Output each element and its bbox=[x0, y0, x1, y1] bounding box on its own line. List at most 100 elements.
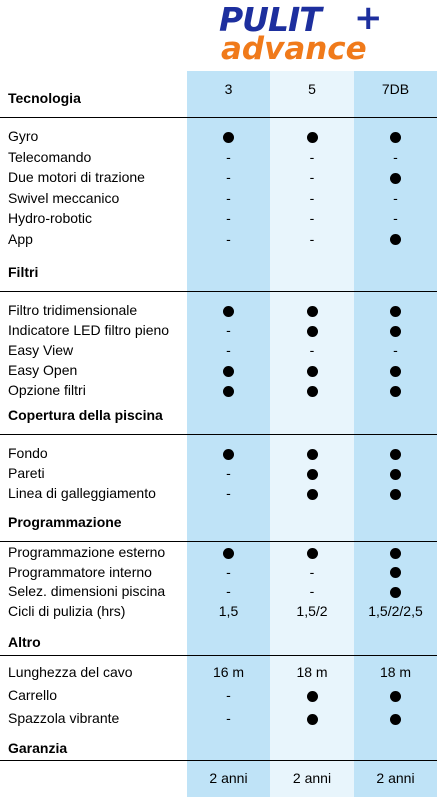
feature-row: Indicatore LED filtro pieno - bbox=[0, 320, 437, 340]
feature-label: Pareti bbox=[8, 465, 45, 481]
model-header-row: 3 5 7DB bbox=[0, 79, 437, 99]
included-dot-icon bbox=[306, 468, 318, 480]
section-header: Altro bbox=[0, 632, 437, 654]
included-dot-icon bbox=[306, 385, 318, 397]
feature-label: Indicatore LED filtro pieno bbox=[8, 322, 170, 338]
included-dot-icon bbox=[306, 131, 318, 143]
feature-value bbox=[270, 360, 354, 380]
feature-label: Selez. dimensioni piscina bbox=[8, 583, 166, 599]
feature-row: Fondo bbox=[0, 443, 437, 463]
feature-row: Selez. dimensioni piscina - - bbox=[0, 581, 437, 601]
included-dot-icon bbox=[390, 234, 401, 246]
included-dot-icon bbox=[223, 448, 234, 460]
feature-value: - bbox=[226, 583, 231, 599]
feature-value bbox=[270, 685, 354, 705]
feature-label: Fondo bbox=[8, 445, 48, 461]
included-dot-icon bbox=[390, 131, 401, 143]
feature-value bbox=[270, 542, 354, 562]
feature-value: - bbox=[226, 169, 231, 185]
feature-value: - bbox=[393, 189, 398, 206]
feature-value: - bbox=[226, 148, 231, 165]
included-dot-icon bbox=[223, 547, 234, 559]
included-dot-icon bbox=[390, 567, 401, 579]
feature-row: 2 anni 2 anni 2 anni bbox=[0, 768, 437, 788]
feature-row: Easy Open bbox=[0, 360, 437, 380]
feature-value: - bbox=[226, 563, 231, 580]
feature-value bbox=[354, 320, 437, 340]
feature-label: Programmazione esterno bbox=[8, 544, 166, 560]
included-dot-icon bbox=[306, 305, 318, 317]
included-dot-icon bbox=[390, 365, 401, 377]
section-title: Programmazione bbox=[8, 514, 122, 530]
included-dot-icon bbox=[390, 305, 401, 317]
feature-value: - bbox=[226, 465, 231, 481]
feature-row: Pareti - bbox=[0, 463, 437, 483]
feature-value bbox=[187, 380, 270, 400]
logo-plus: + bbox=[354, 0, 383, 38]
included-dot-icon bbox=[223, 131, 234, 143]
included-dot-icon bbox=[390, 172, 401, 184]
feature-row: Linea di galleggiamento - bbox=[0, 483, 437, 503]
feature-value: - bbox=[309, 169, 315, 185]
feature-value: - bbox=[226, 485, 231, 501]
model-header: 3 bbox=[224, 81, 233, 97]
feature-value: - bbox=[226, 710, 231, 726]
feature-value: - bbox=[309, 210, 315, 226]
feature-label: Hydro-robotic bbox=[8, 210, 93, 226]
feature-row: Hydro-robotic - - - bbox=[0, 208, 437, 228]
feature-label: Spazzola vibrante bbox=[8, 710, 120, 726]
feature-value: - bbox=[393, 148, 398, 165]
feature-value bbox=[354, 126, 437, 146]
section-header: Programmazione bbox=[0, 512, 437, 534]
section-divider bbox=[0, 117, 437, 118]
feature-value: - bbox=[226, 342, 231, 358]
feature-value: - bbox=[309, 583, 315, 599]
feature-value bbox=[354, 229, 437, 249]
feature-row: Filtro tridimensionale bbox=[0, 300, 437, 320]
pulit-advance-logo: PULIT + advance bbox=[219, 0, 399, 68]
feature-value bbox=[354, 443, 437, 463]
feature-value bbox=[270, 483, 354, 503]
feature-value bbox=[187, 360, 270, 380]
feature-value bbox=[270, 320, 354, 340]
included-dot-icon bbox=[390, 325, 401, 337]
included-dot-icon bbox=[390, 586, 401, 598]
feature-row: Gyro bbox=[0, 126, 437, 146]
included-dot-icon bbox=[223, 385, 234, 397]
feature-value bbox=[354, 562, 437, 582]
included-dot-icon bbox=[390, 488, 401, 500]
feature-label: Swivel meccanico bbox=[8, 189, 120, 206]
feature-value bbox=[354, 300, 437, 320]
included-dot-icon bbox=[390, 690, 401, 702]
feature-value bbox=[354, 542, 437, 562]
feature-row: App - - bbox=[0, 229, 437, 249]
included-dot-icon bbox=[390, 385, 401, 397]
feature-label: Linea di galleggiamento bbox=[8, 485, 156, 501]
section-divider bbox=[0, 655, 437, 656]
feature-value: - bbox=[309, 342, 315, 358]
section-divider bbox=[0, 541, 437, 542]
feature-value bbox=[354, 360, 437, 380]
feature-label: Easy Open bbox=[8, 362, 78, 378]
feature-value bbox=[354, 708, 437, 728]
feature-value: - bbox=[393, 342, 398, 358]
included-dot-icon bbox=[223, 365, 234, 377]
included-dot-icon bbox=[390, 468, 401, 480]
feature-row: Opzione filtri bbox=[0, 380, 437, 400]
feature-value: 2 anni bbox=[376, 770, 415, 786]
feature-value: - bbox=[309, 230, 315, 247]
section-divider bbox=[0, 760, 437, 761]
feature-value bbox=[354, 685, 437, 705]
feature-value bbox=[270, 300, 354, 320]
feature-value bbox=[354, 463, 437, 483]
feature-value: 18 m bbox=[296, 664, 328, 680]
feature-value: 18 m bbox=[379, 664, 412, 680]
feature-row: Swivel meccanico - - - bbox=[0, 188, 437, 208]
section-header: Filtri bbox=[0, 262, 437, 284]
included-dot-icon bbox=[306, 448, 318, 460]
feature-value bbox=[187, 542, 270, 562]
feature-value bbox=[270, 463, 354, 483]
feature-value bbox=[270, 708, 354, 728]
feature-value bbox=[354, 483, 437, 503]
logo-line2: advance bbox=[221, 31, 367, 67]
